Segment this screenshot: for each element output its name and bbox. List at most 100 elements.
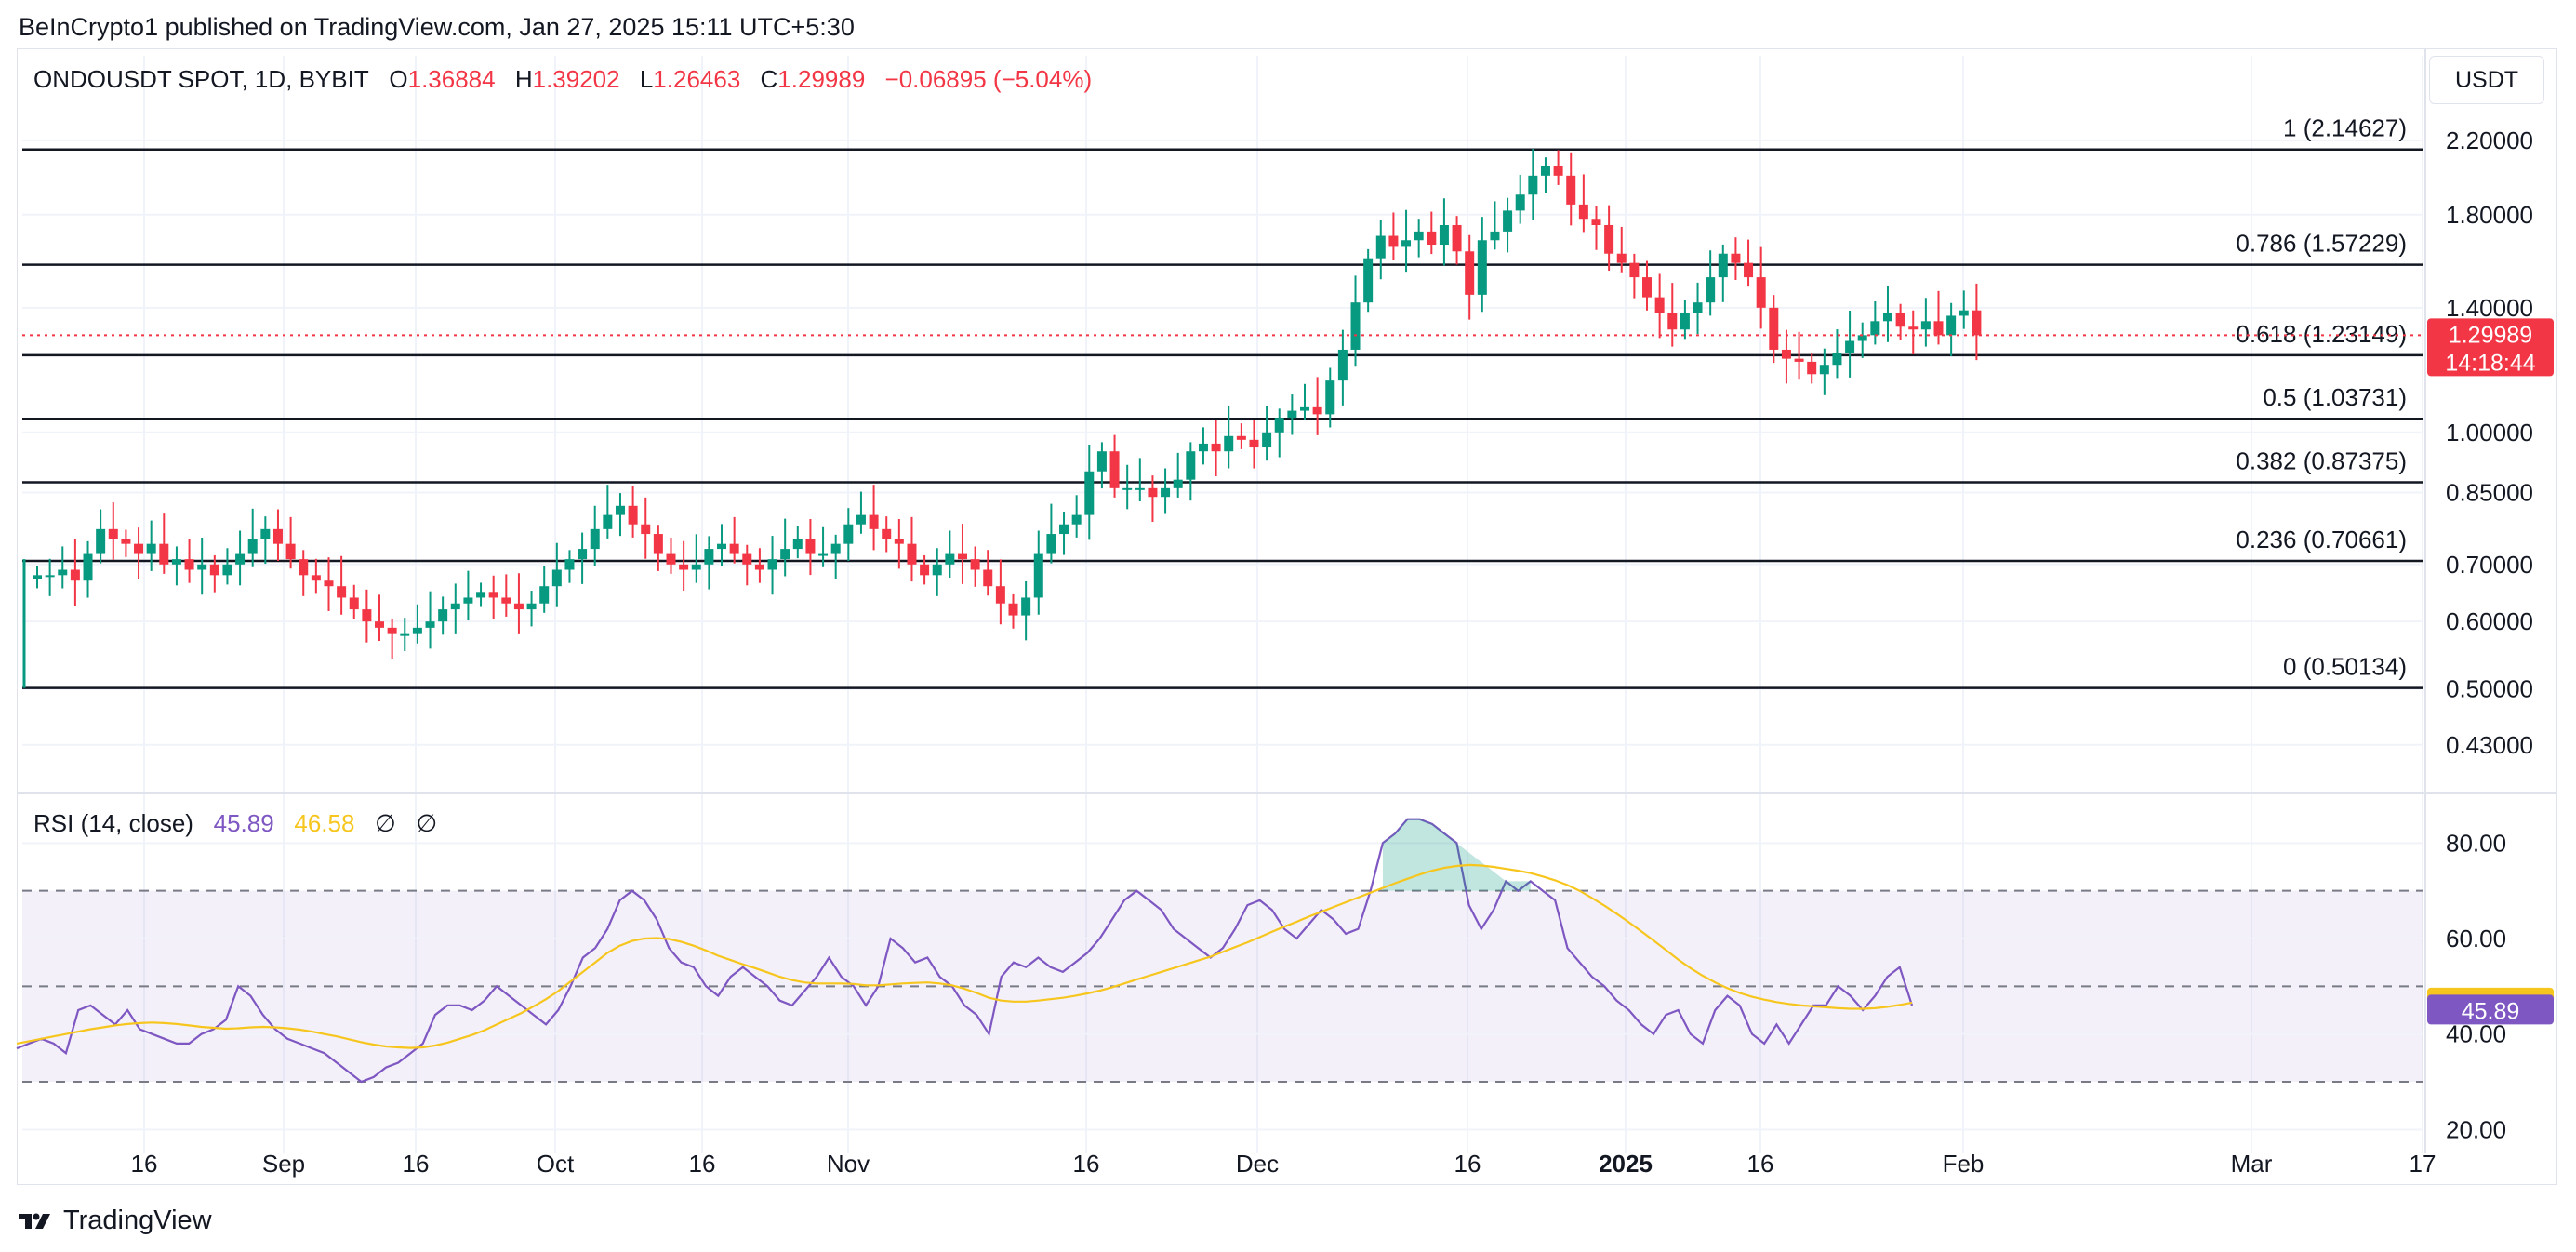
candle-body — [539, 586, 550, 604]
price-axis-label: 2.20000 — [2446, 127, 2533, 154]
candle-body — [108, 528, 118, 539]
candle-body — [222, 564, 232, 576]
candle-body — [1071, 514, 1082, 525]
tradingview-brand[interactable]: TradingView — [19, 1205, 212, 1236]
fib-level-label: 0 (0.50134) — [2283, 653, 2407, 681]
candle-body — [1515, 194, 1525, 211]
x-axis-tick-label: Mar — [2231, 1150, 2273, 1178]
candle-body — [1325, 380, 1335, 415]
price-axis-label: 0.70000 — [2446, 551, 2533, 579]
candle-body — [1312, 406, 1322, 415]
candle-body — [1300, 406, 1309, 411]
candle-body — [767, 559, 777, 570]
candle-body — [869, 514, 879, 529]
candle-body — [425, 621, 435, 628]
candle-body — [1287, 410, 1297, 419]
candle-body — [1198, 443, 1208, 452]
candle-body — [1908, 326, 1919, 330]
candle-body — [1388, 235, 1399, 247]
high-label: H — [514, 65, 533, 93]
candle-body — [1718, 253, 1728, 278]
candle-body — [792, 539, 803, 550]
rsi-lines — [16, 818, 1914, 1084]
open-label: O — [389, 65, 408, 93]
candle-body — [1933, 321, 1944, 336]
rsi-line — [16, 818, 1914, 1084]
last-price-badge-text: 14:18:44 — [2445, 350, 2535, 376]
chart-frame[interactable] — [17, 48, 2557, 1185]
candle-body — [1477, 240, 1487, 295]
candle-body — [882, 528, 892, 539]
candle-body — [387, 627, 397, 634]
high-value: 1.39202 — [532, 65, 620, 93]
candle-body — [843, 524, 854, 544]
candle-body — [1920, 321, 1931, 330]
candle-body — [463, 597, 473, 604]
low-value: 1.26463 — [653, 65, 741, 93]
fib-level-label: 0.618 (1.23149) — [2236, 320, 2407, 348]
x-axis-tick-label: 16 — [1454, 1150, 1481, 1178]
candle-body — [691, 564, 701, 570]
candle-body — [1946, 315, 1957, 336]
currency-selector[interactable]: USDT — [2429, 56, 2544, 104]
candle-body — [134, 543, 144, 554]
candle-body — [1832, 353, 1842, 366]
rsi-axis-label: 60.00 — [2446, 925, 2506, 952]
candle-body — [324, 580, 334, 587]
candle-body — [1021, 597, 1031, 616]
candle-body — [1528, 175, 1538, 195]
candle-body — [33, 575, 42, 579]
rsi-badge-background — [2427, 994, 2554, 1025]
candle-body — [450, 603, 460, 610]
candle-body — [1401, 240, 1412, 247]
rsi-axis-label: 20.00 — [2446, 1115, 2506, 1143]
x-axis-tick-label: Feb — [1943, 1150, 1985, 1178]
candle-body — [894, 539, 904, 544]
candle-body — [1667, 313, 1678, 330]
symbol-title: ONDOUSDT SPOT, 1D, BYBIT — [33, 65, 369, 93]
candle-body — [171, 559, 181, 565]
candle-body — [1604, 224, 1614, 254]
fib-level-label: 1 (2.14627) — [2283, 114, 2407, 142]
change-value: −0.06895 (−5.04%) — [884, 65, 1093, 93]
candle-body — [83, 553, 93, 581]
candle-body — [247, 539, 258, 554]
rsi-label: RSI (14, close) — [33, 809, 193, 837]
candle-body — [603, 514, 613, 529]
candlestick-series — [22, 149, 2423, 659]
candle-body — [1033, 553, 1043, 598]
candle-body — [818, 553, 829, 556]
candle-body — [1186, 451, 1196, 480]
candle-body — [780, 549, 790, 560]
candle-body — [260, 528, 271, 539]
symbol-legend: ONDOUSDT SPOT, 1D, BYBIT O1.36884 H1.392… — [33, 65, 1105, 94]
fib-level-label: 0.236 (0.70661) — [2236, 526, 2407, 553]
candle-body — [1642, 277, 1653, 298]
candle-body — [1794, 358, 1804, 362]
candle-body — [1895, 313, 1905, 327]
candle-body — [704, 549, 714, 565]
candle-body — [45, 575, 55, 578]
candle-body — [1084, 471, 1095, 515]
candle-body — [285, 543, 296, 560]
close-label: C — [760, 65, 778, 93]
candle-body — [564, 559, 575, 570]
candle-body — [70, 569, 80, 581]
price-axis-label: 1.00000 — [2446, 419, 2533, 446]
candle-body — [159, 543, 169, 565]
candle-body — [932, 564, 942, 576]
candle-body — [641, 524, 651, 535]
candle-body — [1148, 487, 1158, 498]
publisher-line: BeInCrypto1 published on TradingView.com… — [19, 13, 855, 41]
rsi-legend: RSI (14, close) 45.89 46.58 ∅ ∅ — [33, 809, 437, 838]
candle-body — [337, 586, 347, 598]
rsi-overbought-fill — [1382, 819, 1531, 891]
candle-body — [666, 553, 676, 565]
candle-body — [1337, 349, 1348, 381]
tradingview-logo-icon — [19, 1213, 50, 1229]
candle-body — [349, 597, 359, 610]
rsi-axis-label: 80.00 — [2446, 829, 2506, 857]
candle-body — [362, 609, 372, 622]
candle-body — [907, 543, 917, 565]
